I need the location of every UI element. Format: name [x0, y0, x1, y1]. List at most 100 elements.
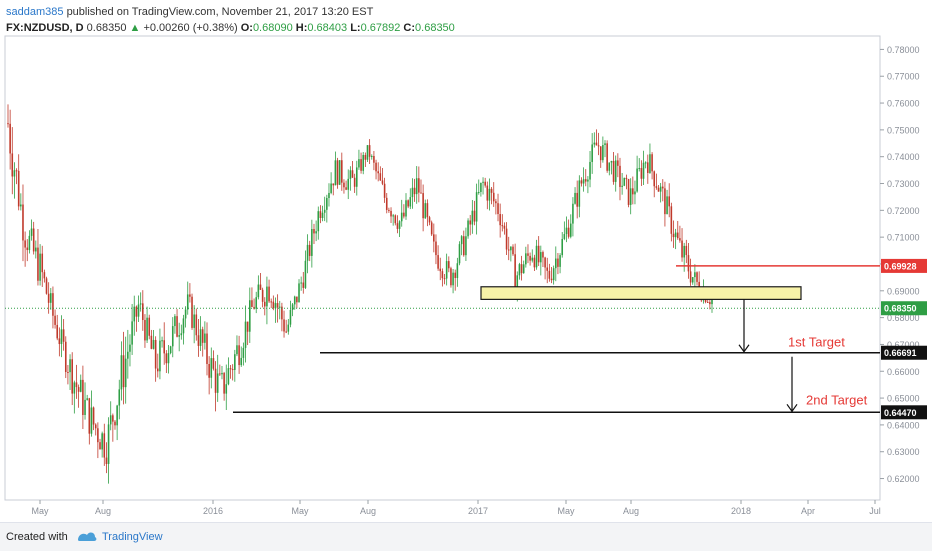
chart-annotations: 1st Target 2nd Target — [5, 265, 880, 414]
candle-body — [332, 183, 335, 186]
candle-body — [706, 301, 709, 303]
price-axis[interactable]: 0.78000 0.77000 0.76000 0.75000 0.74000 0.730… — [880, 45, 927, 484]
time-axis[interactable]: May Aug 2016 May Aug 2017 May Aug 2018 Apr Jul — [31, 500, 881, 516]
candle-body — [492, 192, 495, 202]
candle-body — [88, 398, 91, 434]
candle-body — [193, 314, 195, 328]
candle-body — [499, 214, 501, 226]
candle-body — [148, 317, 151, 336]
candle-body — [593, 142, 596, 145]
candle-body — [311, 228, 313, 256]
candle-body — [443, 278, 446, 280]
symbol-label[interactable]: FX:NZDUSD, D — [6, 22, 84, 34]
candle-body — [338, 160, 341, 185]
candle-body — [109, 415, 112, 425]
candle-body — [426, 203, 429, 218]
candle-body — [505, 228, 508, 250]
candle-body — [139, 303, 142, 305]
x-tick-label: 2017 — [468, 506, 488, 516]
candle-body — [227, 368, 230, 385]
candle-body — [259, 284, 262, 290]
candle-body — [362, 154, 365, 171]
candle-body — [133, 306, 136, 322]
y-tick-label: 0.71000 — [887, 233, 920, 243]
candle-body — [323, 209, 326, 213]
candle-body — [304, 260, 307, 288]
candle-body — [101, 433, 103, 450]
support-zone — [480, 286, 802, 300]
candle-body — [84, 399, 86, 415]
candle-body — [482, 181, 484, 183]
candle-body — [711, 299, 713, 305]
candle-body — [375, 162, 377, 172]
tradingview-logo-icon[interactable] — [76, 529, 98, 543]
candle-body — [486, 185, 489, 201]
candle-body — [296, 296, 298, 303]
candle-body — [266, 286, 268, 307]
candle-body — [99, 442, 101, 450]
candle-body — [683, 245, 685, 258]
candle-body — [317, 211, 320, 232]
candle-body — [30, 228, 33, 236]
candle-body — [349, 170, 352, 179]
candle-body — [231, 369, 234, 371]
y-tick-label: 0.76000 — [887, 99, 920, 109]
candlestick-series — [7, 104, 713, 484]
last-price: 0.68350 — [86, 22, 127, 34]
candle-body — [462, 236, 465, 256]
target-2-price-badge-bg — [881, 405, 927, 420]
candle-body — [364, 154, 367, 160]
candle-body — [460, 236, 463, 245]
candle-body — [599, 146, 602, 161]
close-value: 0.68350 — [415, 22, 455, 34]
candle-body — [535, 245, 538, 268]
candle-body — [197, 335, 200, 346]
candle-body — [206, 333, 208, 364]
candle-body — [537, 245, 540, 263]
candle-body — [475, 192, 478, 222]
candle-body — [441, 271, 444, 279]
candle-body — [420, 192, 422, 194]
candle-body — [302, 282, 305, 288]
y-tick-label: 0.67000 — [887, 340, 920, 350]
candle-body — [366, 145, 369, 160]
candle-body — [448, 261, 450, 269]
candle-body — [313, 228, 315, 234]
candle-body — [467, 220, 469, 237]
price-chart[interactable]: 1st Target 2nd Target 0.78000 0.77000 0.760… — [0, 0, 932, 522]
x-tick-label: Jul — [869, 506, 881, 516]
candle-body — [554, 258, 557, 269]
y-tick-label: 0.63000 — [887, 447, 920, 457]
candle-body — [565, 227, 568, 235]
candle-body — [163, 340, 166, 354]
candle-body — [195, 314, 198, 336]
y-tick-label: 0.78000 — [887, 45, 920, 55]
candle-body — [400, 212, 403, 222]
tradingview-brand-link[interactable]: TradingView — [102, 531, 163, 543]
candle-body — [69, 359, 71, 373]
candle-body — [383, 183, 386, 198]
candle-body — [315, 231, 317, 234]
candle-body — [272, 301, 275, 309]
candle-body — [71, 359, 73, 394]
candle-body — [507, 249, 510, 251]
candle-body — [617, 160, 619, 166]
candle-body — [394, 215, 397, 224]
candle-body — [32, 228, 35, 252]
author-link[interactable]: saddam385 — [6, 6, 64, 18]
candle-body — [178, 335, 180, 337]
candle-body — [41, 253, 44, 273]
candle-body — [97, 428, 99, 443]
candle-body — [343, 182, 345, 188]
candle-body — [236, 345, 238, 355]
candle-body — [39, 253, 41, 281]
candle-body — [368, 145, 371, 157]
candle-body — [638, 168, 641, 170]
candle-body — [92, 407, 95, 425]
candle-body — [525, 253, 527, 265]
candle-body — [689, 271, 692, 283]
candle-body — [428, 217, 431, 223]
candle-body — [20, 204, 22, 207]
candle-body — [159, 340, 161, 372]
candle-body — [208, 363, 210, 378]
